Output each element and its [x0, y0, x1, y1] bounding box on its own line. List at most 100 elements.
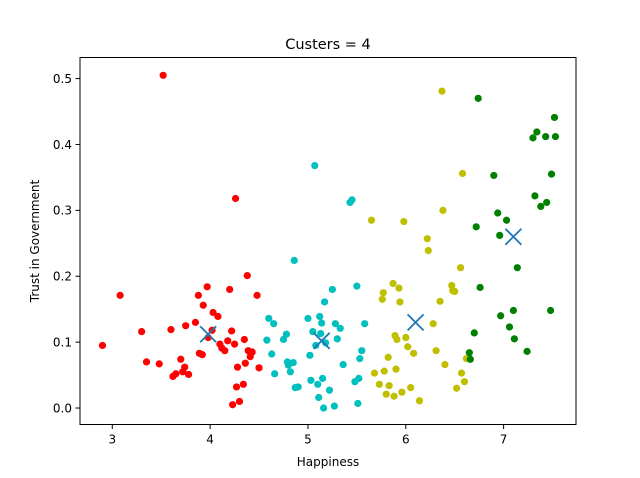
cluster-1-point: [253, 291, 261, 299]
centroid-marker: [199, 325, 217, 343]
cluster-2-point: [314, 380, 322, 388]
x-tick-label: 4: [206, 433, 214, 447]
cluster-3-point: [370, 369, 379, 377]
plot-marks: [98, 71, 560, 412]
cluster-2-point: [321, 339, 330, 347]
cluster-2-point: [325, 386, 334, 394]
cluster-3-point: [458, 169, 467, 178]
centroid-stroke: [313, 332, 331, 350]
cluster-2-point: [307, 376, 315, 384]
cluster-1-point: [255, 364, 263, 372]
cluster-1-point: [199, 301, 207, 309]
cluster-2-point: [353, 282, 361, 290]
cluster-4-point: [497, 312, 505, 320]
cluster-2-point: [290, 256, 298, 265]
cluster-1-point: [184, 370, 193, 379]
cluster-4-point: [502, 216, 511, 224]
cluster-4-point: [537, 202, 545, 211]
cluster-2-point: [328, 285, 336, 294]
cluster-4-point: [496, 231, 504, 239]
cluster-2-point: [265, 314, 273, 323]
y-axis-ticks: 0.0 0.1 0.2 0.3 0.4 0.5: [53, 72, 80, 415]
cluster-2-point: [311, 161, 319, 170]
cluster-2-point: [336, 324, 344, 332]
cluster-1-point: [240, 335, 248, 344]
cluster-1-point: [229, 401, 237, 409]
cluster-4-point: [510, 335, 518, 343]
plot-frame: [79, 57, 577, 425]
cluster-3-point: [389, 279, 397, 288]
cluster-3-point: [367, 216, 376, 224]
cluster-3-point: [396, 298, 404, 306]
cluster-4-point: [533, 128, 541, 136]
cluster-1-point: [177, 355, 185, 363]
cluster-3-point: [423, 235, 431, 243]
y-axis-label: Trust in Government: [28, 179, 42, 303]
cluster-4-point: [523, 347, 531, 355]
cluster-1-point: [181, 363, 189, 371]
cluster-2-point: [354, 399, 362, 408]
cluster-2-point: [333, 335, 341, 343]
cluster-1-point: [241, 359, 249, 367]
cluster-1-point: [191, 318, 200, 326]
cluster-2-point: [263, 336, 271, 344]
cluster-2-point: [330, 402, 338, 410]
cluster-3-point: [451, 287, 459, 295]
cluster-3-point: [385, 382, 393, 390]
cluster-3-point: [384, 353, 392, 361]
cluster-3-point: [438, 87, 446, 95]
cluster-2-point: [317, 329, 325, 338]
cluster-1-point: [155, 360, 163, 368]
cluster-4-point: [490, 171, 498, 180]
centroid-marker: [313, 332, 331, 350]
cluster-2-point: [282, 330, 291, 338]
centroid-stroke: [199, 325, 217, 343]
cluster-1-point: [214, 312, 222, 321]
x-tick-label: 3: [108, 433, 116, 447]
centroid-stroke: [406, 313, 425, 332]
cluster-4-point: [531, 192, 539, 200]
cluster-4-point: [543, 198, 551, 207]
cluster-3-point: [415, 397, 424, 405]
cluster-2-point: [318, 319, 326, 327]
x-tick-label: 7: [500, 433, 508, 447]
y-tick-label: 0.5: [53, 72, 72, 86]
cluster-2-point: [356, 355, 364, 363]
cluster-3-point: [392, 365, 400, 373]
cluster-1-point: [233, 363, 242, 371]
cluster-1-point: [142, 358, 151, 366]
cluster-1-point: [239, 380, 247, 388]
cluster-3-point: [407, 384, 415, 392]
cluster-2-point: [348, 196, 356, 204]
x-axis-label: Happiness: [297, 455, 359, 469]
cluster-3-point: [378, 295, 386, 303]
cluster-1-point: [203, 283, 211, 291]
cluster-1-point: [116, 291, 124, 299]
y-tick-label: 0.1: [53, 335, 72, 349]
centroid-marker: [504, 228, 523, 246]
cluster-1-point: [172, 370, 180, 378]
cluster-1-point: [221, 347, 229, 355]
cluster-4-point: [551, 132, 560, 141]
cluster-2-point: [268, 350, 276, 358]
cluster-4-point: [476, 283, 484, 292]
cluster-3-point: [441, 360, 449, 369]
y-tick-label: 0.0: [53, 401, 72, 415]
y-tick-label: 0.3: [53, 204, 72, 218]
cluster-3-point: [404, 343, 412, 351]
x-axis-ticks: 3 4 5 6 7: [108, 424, 508, 447]
cluster-3-point: [375, 380, 383, 388]
cluster-2-point: [315, 393, 323, 402]
cluster-3-point: [436, 297, 444, 305]
cluster-2-point: [320, 298, 329, 306]
cluster-4-point: [513, 264, 521, 272]
cluster-2-point: [331, 320, 339, 328]
cluster-2-point: [355, 374, 363, 382]
cluster-4-point: [470, 329, 478, 337]
cluster-4-point: [546, 306, 555, 315]
cluster-1-point: [228, 327, 236, 335]
cluster-3-point: [382, 390, 390, 398]
cluster-2-point: [320, 404, 328, 412]
cluster-2-point: [361, 320, 369, 328]
cluster-2-point: [316, 312, 324, 321]
